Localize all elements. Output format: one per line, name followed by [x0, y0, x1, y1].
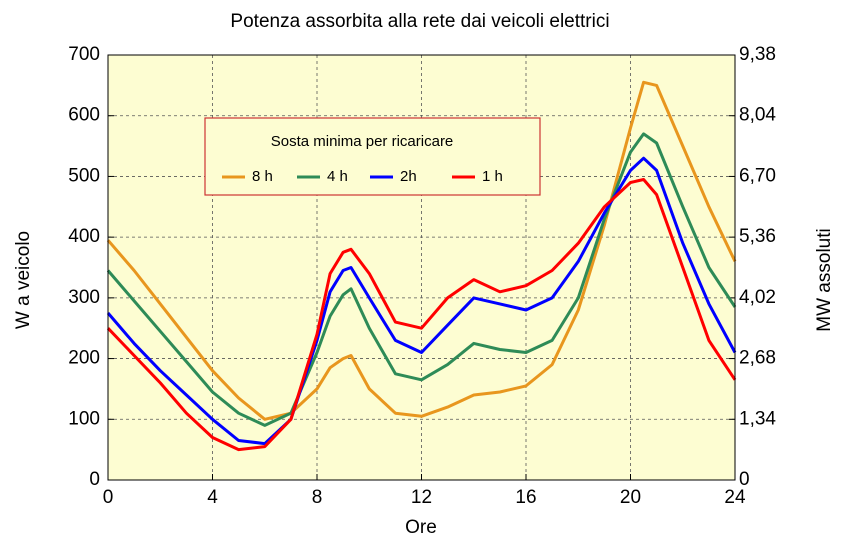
y-tick-label: 700	[68, 44, 100, 65]
x-tick-label: 4	[207, 487, 218, 508]
y2-tick-label: 5,36	[739, 226, 776, 247]
legend: Sosta minima per ricaricare 8 h 4 h 2h 1 h	[204, 117, 541, 196]
y2-tick-label: 4,02	[739, 287, 776, 308]
y2-tick-label: 9,38	[739, 44, 776, 65]
x-axis-label: Ore	[405, 517, 437, 538]
y2-tick-label: 6,70	[739, 165, 776, 186]
y2-axis-label: MW assoluti	[814, 228, 835, 331]
x-tick-label: 12	[411, 487, 432, 508]
y2-tick-label: 8,04	[739, 105, 776, 126]
legend-label: 4 h	[327, 168, 348, 185]
x-tick-label: 24	[724, 487, 746, 508]
y-tick-label: 300	[68, 287, 100, 308]
y-axis-label: W a veicolo	[13, 231, 34, 329]
y-tick-label: 0	[89, 469, 100, 490]
y-tick-label: 400	[68, 226, 100, 247]
y-tick-label: 100	[68, 408, 100, 429]
series-line	[106, 156, 737, 446]
series-line	[106, 80, 737, 421]
legend-label: 8 h	[252, 168, 273, 185]
legend-box	[204, 117, 541, 196]
series-line	[106, 178, 737, 452]
chart-title: Potenza assorbita alla rete dai veicoli …	[230, 11, 609, 32]
x-tick-label: 16	[515, 487, 536, 508]
y2-tick-label: 1,34	[739, 408, 776, 429]
legend-label: 2h	[400, 168, 417, 185]
legend-label: 1 h	[482, 168, 503, 185]
x-tick-label: 0	[103, 487, 114, 508]
y2-tick-label: 0	[739, 469, 750, 490]
y-tick-label: 200	[68, 348, 100, 369]
x-tick-label: 20	[620, 487, 641, 508]
y-tick-label: 500	[68, 165, 100, 186]
y-tick-label: 600	[68, 105, 100, 126]
legend-title: Sosta minima per ricaricare	[271, 133, 454, 150]
y2-tick-label: 2,68	[739, 348, 776, 369]
lines	[106, 80, 737, 452]
plot-frame	[107, 54, 736, 481]
series-line	[106, 132, 737, 427]
x-tick-label: 8	[312, 487, 323, 508]
